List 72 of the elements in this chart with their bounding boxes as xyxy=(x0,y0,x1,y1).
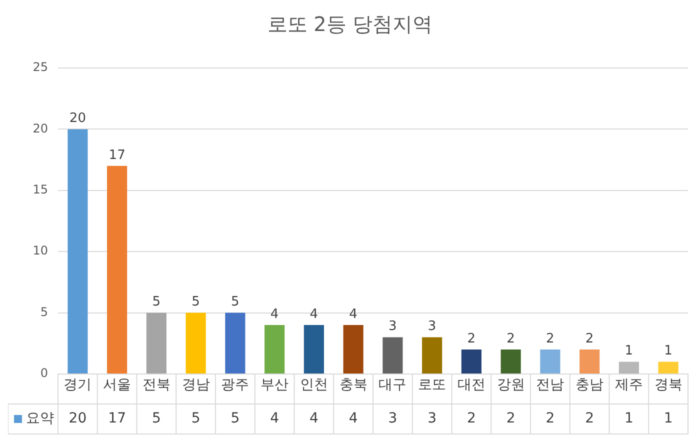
y-tick-label: 5 xyxy=(40,304,48,319)
x-tick-label: 전북 xyxy=(142,377,170,394)
x-tick-label: 부산 xyxy=(260,377,289,394)
legend-label: 요약 xyxy=(26,410,54,427)
bar xyxy=(500,350,521,374)
bar xyxy=(225,312,246,374)
bar xyxy=(422,337,442,374)
x-tick-label: 서울 xyxy=(103,377,132,394)
data-label: 2 xyxy=(506,410,516,427)
x-tick-label: 강원 xyxy=(496,377,525,394)
data-label: 1 xyxy=(624,410,634,427)
data-label: 5 xyxy=(191,410,200,427)
x-tick-label: 경기 xyxy=(64,377,92,394)
data-label: 3 xyxy=(388,410,398,427)
data-label: 3 xyxy=(428,410,437,427)
data-label: 2 xyxy=(466,410,476,427)
data-label: 20 xyxy=(68,410,87,427)
x-tick-label: 경남 xyxy=(182,377,210,394)
data-label: 2 xyxy=(585,410,594,427)
bar xyxy=(264,325,285,374)
annotation: 20 xyxy=(69,111,86,126)
annotation: 1 xyxy=(624,344,634,359)
bar xyxy=(304,325,324,374)
annotation: 5 xyxy=(152,294,161,310)
x-tick-label: 충남 xyxy=(576,377,604,394)
x-tick-label: 인천 xyxy=(300,377,328,394)
bar xyxy=(107,166,128,374)
y-tick-label: 10 xyxy=(32,244,48,258)
data-label: 4 xyxy=(309,410,318,427)
y-tick-label: 15 xyxy=(32,182,48,197)
data-label: 1 xyxy=(664,410,673,427)
x-tick-label: 제주 xyxy=(614,377,643,394)
x-tick-label: 광주 xyxy=(221,377,250,394)
bar xyxy=(343,325,364,374)
x-tick-label: 대구 xyxy=(378,377,407,394)
annotation: 4 xyxy=(349,306,358,322)
bar xyxy=(68,129,88,374)
bar xyxy=(382,337,403,374)
bar xyxy=(540,350,560,374)
annotation: 1 xyxy=(664,344,672,359)
data-label: 5 xyxy=(230,410,240,427)
data-label: 2 xyxy=(546,410,555,427)
y-tick-label: 20 xyxy=(32,121,48,136)
x-tick-label: 대전 xyxy=(457,377,486,394)
annotation: 2 xyxy=(585,331,594,346)
annotation: 17 xyxy=(108,148,126,163)
annotation: 5 xyxy=(192,294,200,310)
annotation: 3 xyxy=(428,319,436,334)
bar xyxy=(146,312,166,374)
x-tick-label: 경북 xyxy=(654,377,682,394)
data-label: 4 xyxy=(348,410,358,427)
y-tick-label: 25 xyxy=(32,60,48,74)
bar xyxy=(461,350,482,374)
annotation: 4 xyxy=(270,306,279,322)
annotation: 5 xyxy=(231,294,240,310)
annotation: 4 xyxy=(310,306,318,322)
x-tick-label: 로또 xyxy=(418,377,446,394)
bar xyxy=(618,362,639,374)
annotation: 2 xyxy=(506,331,515,346)
data-label: 5 xyxy=(152,410,161,427)
bar xyxy=(186,312,206,374)
bar xyxy=(658,362,678,374)
y-tick-label: 0 xyxy=(40,366,48,380)
annotation: 2 xyxy=(546,331,554,346)
bar xyxy=(580,350,600,374)
x-tick-label: 전남 xyxy=(536,377,564,394)
data-label: 17 xyxy=(108,410,126,427)
data-label: 4 xyxy=(270,410,280,427)
annotation: 3 xyxy=(388,319,397,334)
chart-title: 로또 2등 당첨지역 xyxy=(267,12,433,36)
x-tick-label: 충북 xyxy=(339,377,368,394)
annotation: 2 xyxy=(467,331,476,346)
